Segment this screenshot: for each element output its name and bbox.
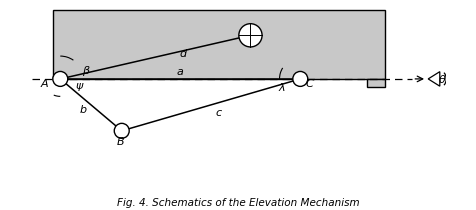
Text: $\lambda$: $\lambda$ <box>278 81 286 93</box>
Circle shape <box>293 71 308 86</box>
Text: $B$: $B$ <box>117 135 125 147</box>
Text: $\beta$: $\beta$ <box>82 64 91 78</box>
Text: $C$: $C$ <box>305 77 314 89</box>
Text: Fig. 4. Schematics of the Elevation Mechanism: Fig. 4. Schematics of the Elevation Mech… <box>117 198 359 208</box>
Bar <box>367 79 386 87</box>
Text: $a$: $a$ <box>176 67 184 77</box>
Text: $d$: $d$ <box>179 47 188 59</box>
Bar <box>53 10 386 79</box>
Text: $\theta$: $\theta$ <box>438 73 446 85</box>
Circle shape <box>239 24 262 47</box>
Text: $A$: $A$ <box>40 77 50 89</box>
Circle shape <box>114 123 129 138</box>
Circle shape <box>53 71 68 86</box>
Text: $b$: $b$ <box>79 103 88 115</box>
Text: $\psi$: $\psi$ <box>75 81 84 93</box>
Text: $c$: $c$ <box>215 108 223 118</box>
